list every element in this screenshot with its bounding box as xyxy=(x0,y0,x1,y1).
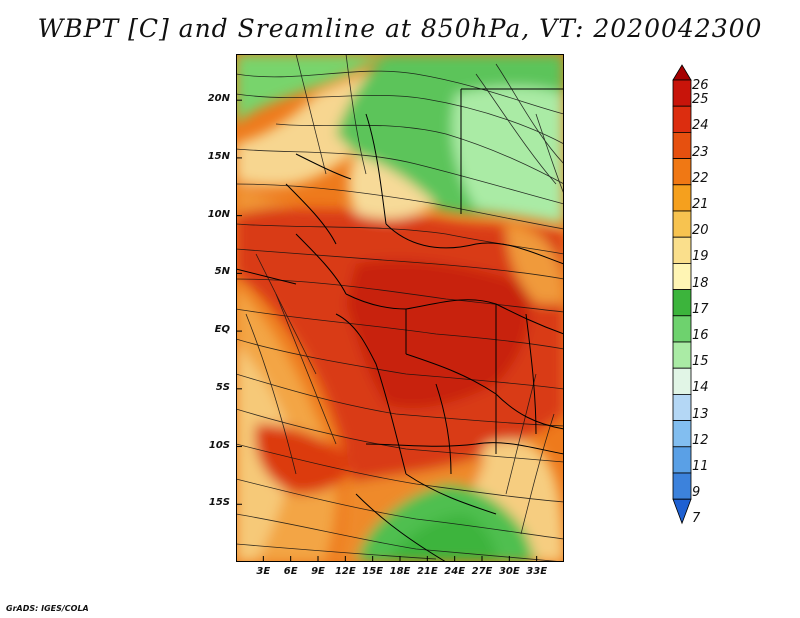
country-borders xyxy=(236,88,564,562)
lat-label: 20N xyxy=(207,93,230,105)
colorbar-label: 21 xyxy=(692,197,709,212)
colorbar xyxy=(672,64,692,525)
colorbar-label: 26 xyxy=(692,78,709,93)
streamlines xyxy=(236,54,564,562)
colorbar-swatch xyxy=(672,184,692,212)
lat-label: EQ xyxy=(214,324,230,336)
southwest-deep-red xyxy=(255,424,349,494)
map-title: WBPT [C] and Sreamline at 850hPa, VT: 20… xyxy=(37,14,763,43)
colorbar-swatch xyxy=(672,367,692,395)
colorbar-label: 16 xyxy=(692,328,709,343)
map-panel xyxy=(236,54,564,562)
colorbar-swatch xyxy=(672,420,692,448)
colorbar-label: 17 xyxy=(692,301,709,317)
colorbar-swatch xyxy=(672,393,692,421)
colorbar-label: 23 xyxy=(692,144,709,160)
colorbar-label: 19 xyxy=(692,249,709,265)
lat-label: 5S xyxy=(215,381,230,393)
lon-label: 15E xyxy=(362,566,384,577)
colorbar-swatch xyxy=(672,341,692,369)
lat-label: 15S xyxy=(208,497,230,509)
colorbar-label: 18 xyxy=(692,275,709,291)
lat-label: 10N xyxy=(207,208,230,220)
lat-label: 15N xyxy=(207,150,230,162)
colorbar-swatch xyxy=(672,472,692,500)
colorbar-label: 24 xyxy=(692,118,709,134)
lon-label: 9E xyxy=(311,566,325,577)
colorbar-label: 14 xyxy=(692,380,709,396)
colorbar-swatch xyxy=(672,289,692,317)
colorbar-label: 9 xyxy=(692,485,701,501)
lon-label: 33E xyxy=(526,566,548,577)
lat-label: 5N xyxy=(214,266,230,278)
lon-label: 24E xyxy=(444,566,466,577)
lon-label: 18E xyxy=(389,566,411,577)
colorbar-swatch xyxy=(672,446,692,474)
lon-label: 12E xyxy=(334,566,356,577)
colorbar-swatch xyxy=(672,105,692,133)
east-orange-patch xyxy=(506,224,564,304)
colorbar-label: 20 xyxy=(692,223,709,239)
colorbar-label: 25 xyxy=(692,92,709,108)
colorbar-label: 11 xyxy=(692,459,709,474)
colorbar-swatch xyxy=(672,315,692,343)
colorbar-swatch xyxy=(672,210,692,238)
colorbar-swatch xyxy=(672,158,692,186)
colorbar-label: 12 xyxy=(692,432,709,448)
lat-label: 10S xyxy=(208,439,230,451)
grads-credit: GrADS: IGES/COLA xyxy=(6,604,89,613)
lon-label: 21E xyxy=(416,566,438,577)
colorbar-swatch xyxy=(672,236,692,264)
colorbar-label: 7 xyxy=(692,511,701,527)
colorbar-swatch xyxy=(672,262,692,290)
colorbar-bottom-arrow xyxy=(672,498,692,525)
colorbar-label: 22 xyxy=(692,170,709,186)
colorbar-label: 13 xyxy=(692,406,709,422)
colorbar-top-arrow xyxy=(672,64,692,81)
north-yellow-tongue xyxy=(348,154,436,220)
lon-label: 3E xyxy=(256,566,271,577)
axis-ticks xyxy=(236,99,538,562)
lon-label: 6E xyxy=(283,566,298,577)
lon-label: 30E xyxy=(498,566,520,577)
colorbar-swatch xyxy=(672,132,692,160)
colorbar-swatch xyxy=(672,79,692,107)
northeast-pale-green xyxy=(452,86,564,224)
lon-label: 27E xyxy=(471,566,493,577)
colorbar-label: 15 xyxy=(692,354,709,370)
northwest-orange xyxy=(236,179,296,214)
